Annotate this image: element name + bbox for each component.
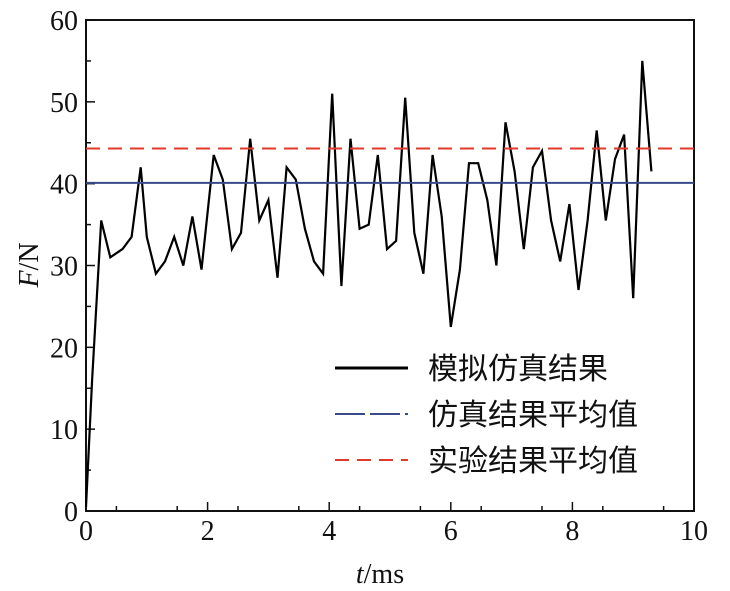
series-layer xyxy=(84,60,694,507)
x-tick-label: 4 xyxy=(322,516,336,547)
y-tick-label: 50 xyxy=(50,88,78,119)
y-tick-label: 20 xyxy=(50,333,78,364)
x-tick-label: 8 xyxy=(565,516,579,547)
series-line-simulation xyxy=(84,60,653,507)
x-tick-label: 10 xyxy=(680,516,708,547)
y-tick-label: 40 xyxy=(50,170,78,201)
legend-label: 实验结果平均值 xyxy=(428,444,638,479)
y-axis-label-symbol: F xyxy=(14,270,45,289)
major-ticks xyxy=(85,19,695,512)
x-axis-label-symbol: t xyxy=(356,559,365,590)
y-tick-label: 30 xyxy=(50,252,78,283)
x-tick-label: 6 xyxy=(444,516,458,547)
y-tick-label: 0 xyxy=(64,497,78,528)
y-axis-label: F/N xyxy=(14,242,45,288)
y-tick-label: 10 xyxy=(50,415,78,446)
x-tick-label: 0 xyxy=(79,516,93,547)
y-axis-label-unit: /N xyxy=(14,242,45,270)
y-tick-labels: 0 10 20 30 40 50 60 xyxy=(50,6,78,528)
plot-frame xyxy=(85,19,695,512)
legend-label: 仿真结果平均值 xyxy=(428,398,638,433)
x-axis-label-unit: /ms xyxy=(364,559,404,590)
x-tick-label: 2 xyxy=(201,516,215,547)
x-axis-label: t/ms xyxy=(356,559,404,590)
y-tick-label: 60 xyxy=(50,6,78,37)
legend-label: 模拟仿真结果 xyxy=(428,352,608,387)
x-tick-labels: 0 2 4 6 8 10 xyxy=(79,516,708,547)
